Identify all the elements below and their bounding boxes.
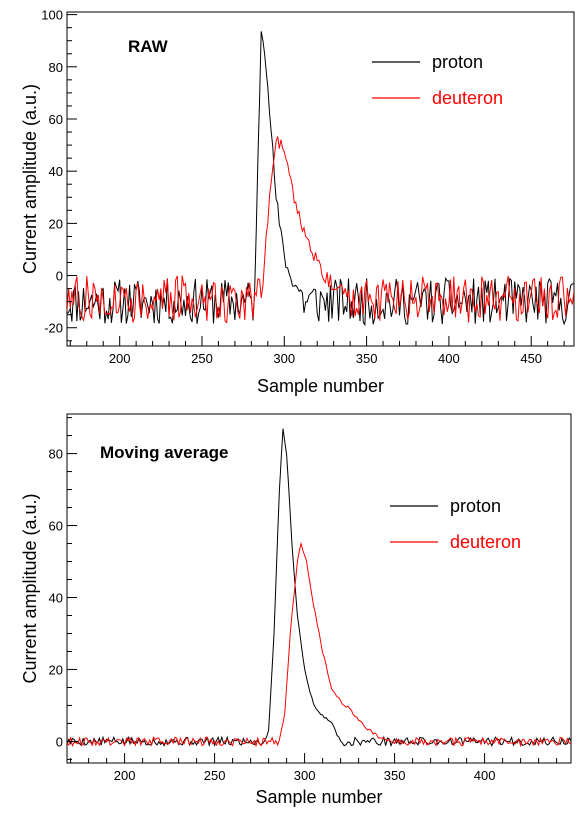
raw-y-axis-label: Current amplitude (a.u.) bbox=[20, 84, 40, 274]
moving-average-chart-title: Moving average bbox=[100, 443, 229, 462]
y-tick-label: 40 bbox=[49, 590, 63, 605]
moving-average-y-axis-label: Current amplitude (a.u.) bbox=[20, 493, 40, 683]
x-tick-label: 450 bbox=[520, 351, 542, 366]
raw-chart: 200 250 300 350 400 450 -20 0 20 40 60 80 100 RAW Sa… bbox=[20, 8, 575, 396]
raw-chart-title: RAW bbox=[128, 37, 169, 56]
moving-average-x-axis-label: Sample number bbox=[255, 787, 382, 807]
moving-average-series-layer bbox=[67, 428, 571, 748]
x-tick-label: 400 bbox=[474, 768, 496, 783]
raw-proton-series-line bbox=[67, 31, 574, 327]
raw-x-axis-label: Sample number bbox=[257, 376, 384, 396]
x-tick-label: 350 bbox=[384, 768, 406, 783]
raw-deuteron-series-line bbox=[67, 136, 574, 324]
y-tick-label: 80 bbox=[49, 60, 63, 75]
y-tick-label: 60 bbox=[49, 112, 63, 127]
raw-plot-frame bbox=[66, 11, 575, 347]
x-tick-label: 250 bbox=[191, 351, 213, 366]
y-tick-label: -20 bbox=[44, 321, 63, 336]
moving-average-proton-series-line bbox=[67, 428, 571, 748]
x-tick-label: 350 bbox=[356, 351, 378, 366]
x-tick-label: 400 bbox=[438, 351, 460, 366]
y-tick-label: 100 bbox=[41, 8, 63, 23]
y-tick-label: 20 bbox=[49, 662, 63, 677]
raw-legend-proton-label: proton bbox=[432, 52, 483, 72]
raw-legend-deuteron-label: deuteron bbox=[432, 88, 503, 108]
x-tick-label: 300 bbox=[294, 768, 316, 783]
y-tick-label: 40 bbox=[49, 164, 63, 179]
moving-average-legend-deuteron-label: deuteron bbox=[450, 532, 521, 552]
x-tick-label: 200 bbox=[114, 768, 136, 783]
raw-legend: proton deuteron bbox=[372, 52, 503, 108]
y-tick-label: 60 bbox=[49, 519, 63, 534]
y-tick-label: 20 bbox=[49, 216, 63, 231]
raw-series-layer bbox=[67, 31, 574, 327]
moving-average-legend-proton-label: proton bbox=[450, 496, 501, 516]
moving-average-deuteron-series-line bbox=[67, 541, 571, 748]
moving-average-axis-layer: 200 250 300 350 400 0 20 40 60 80 bbox=[49, 417, 558, 783]
y-tick-label: 0 bbox=[56, 269, 63, 284]
moving-average-plot-frame bbox=[66, 413, 572, 764]
x-tick-label: 300 bbox=[273, 351, 295, 366]
y-tick-label: 0 bbox=[56, 734, 63, 749]
moving-average-legend: proton deuteron bbox=[390, 496, 521, 552]
y-tick-label: 80 bbox=[49, 447, 63, 462]
x-tick-label: 200 bbox=[109, 351, 131, 366]
raw-axis-layer: 200 250 300 350 400 450 -20 0 20 40 60 80 100 bbox=[41, 8, 565, 366]
x-tick-label: 250 bbox=[204, 768, 226, 783]
